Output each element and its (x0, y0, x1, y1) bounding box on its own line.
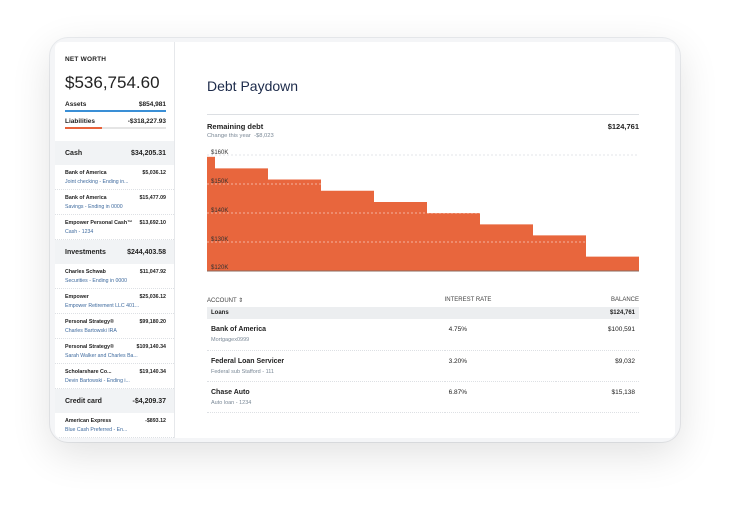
account-subtitle: Charles Bartowski IRA (65, 328, 117, 334)
account-name: Federal Loan Servicer (211, 357, 285, 365)
account-name: Empower (65, 294, 89, 300)
account-subtitle: Devin Bartowski - Ending i... (65, 378, 130, 384)
liabilities-bar (65, 127, 166, 129)
account-value: $109,140.34 (136, 344, 166, 350)
liabilities-label: Liabilities (65, 118, 95, 125)
net-worth-value: $536,754.60 (65, 73, 160, 92)
account-value: $25,036.12 (139, 294, 166, 300)
account-subtitle: Mortgagex0999 (211, 337, 250, 343)
account-value: $5,036.12 (142, 170, 166, 176)
account-subtitle: Sarah Walker and Charles Ba... (65, 353, 138, 359)
account-subtitle: Savings - Ending in 0000 (65, 204, 123, 210)
remaining-debt-value: $124,761 (607, 122, 639, 131)
col-balance: BALANCE (610, 297, 639, 303)
y-tick-label: $120K (211, 265, 228, 271)
assets-bar (65, 110, 166, 112)
change-this-year: Change this year -$8,023 (207, 133, 639, 139)
account-subtitle: Auto loan - 1234 (211, 399, 252, 406)
y-tick-label: $150K (211, 179, 228, 185)
balance: $15,138 (555, 381, 639, 413)
change-label: Change this year (207, 133, 251, 139)
account-groups: Cash $34,205.31 Bank of America $5,036.12 Jo… (55, 141, 174, 438)
group-header[interactable]: Cash $34,205.31 (55, 141, 174, 165)
sidebar: NET WORTH $536,754.60 Assets $854,981 Lia… (55, 42, 175, 438)
y-tick-label: $130K (211, 237, 228, 243)
liabilities-value: -$318,227.93 (127, 118, 166, 125)
debt-table: ACCOUNT ⇕ INTEREST RATE BALANCE Loans $124,… (207, 293, 639, 413)
account-name: American Express (65, 418, 112, 424)
account-item[interactable]: Bank of America $5,036.12 Joint checking -… (55, 165, 174, 190)
group-name: Loans (207, 307, 445, 319)
account-name: Empower Personal Cash™ (65, 220, 133, 226)
account-subtitle: Securities - Ending in 0000 (65, 278, 127, 284)
debt-chart: $160K $150K $140K $130K $120K (207, 150, 639, 272)
y-tick-label: $160K (211, 150, 228, 156)
account-value: $99,180.20 (139, 319, 166, 325)
account-subtitle: Federal sub Stafford - 111 (211, 368, 274, 375)
assets-row[interactable]: Assets $854,981 (65, 101, 166, 110)
col-account[interactable]: ACCOUNT ⇕ (207, 297, 244, 304)
group-name: Cash (65, 149, 83, 157)
account-item[interactable]: Personal Strategy® $99,180.20 Charles Bart… (55, 314, 174, 339)
account-item[interactable]: Bank of America $15,477.09 Savings - Endin… (55, 190, 174, 215)
net-worth-summary: NET WORTH $536,754.60 Assets $854,981 Lia… (55, 42, 174, 141)
group-name: Credit card (65, 397, 102, 405)
interest-rate: 3.20% (444, 350, 556, 382)
group-header[interactable]: Credit card -$4,209.37 (55, 389, 174, 413)
page-title: Debt Paydown (207, 78, 299, 94)
interest-rate: 6.87% (444, 381, 556, 413)
main-panel: Debt Paydown Remaining debt $124,761 Chan… (175, 42, 675, 438)
account-item[interactable]: American Express -$893.12 Blue Cash Prefer… (55, 413, 174, 438)
account-value: $15,477.09 (139, 195, 166, 201)
account-value: -$893.12 (145, 418, 166, 424)
table-row[interactable]: Bank of America Mortgagex0999 4.75% $100,59… (207, 319, 639, 351)
col-interest-rate: INTEREST RATE (444, 297, 492, 303)
interest-rate: 4.75% (444, 319, 556, 351)
liabilities-row[interactable]: Liabilities -$318,227.93 (65, 118, 166, 127)
balance: $100,591 (555, 319, 639, 351)
account-name: Bank of America (211, 326, 266, 333)
debt-area (207, 157, 639, 271)
remaining-debt-header: Remaining debt $124,761 (207, 122, 639, 131)
group-name: Investments (65, 248, 106, 256)
table-row[interactable]: Chase Auto Auto loan - 1234 6.87% $15,138 (207, 381, 639, 413)
account-value: $19,140.34 (139, 369, 166, 375)
app-screen: NET WORTH $536,754.60 Assets $854,981 Lia… (55, 42, 675, 438)
group-total: $244,403.58 (127, 248, 166, 256)
y-tick-label: $140K (211, 208, 228, 214)
account-name: Personal Strategy® (65, 319, 114, 325)
change-value: -$8,023 (254, 133, 274, 139)
account-name: Chase Auto (211, 388, 250, 396)
group-total: -$4,209.37 (132, 397, 166, 405)
net-worth-label: NET WORTH (65, 56, 107, 63)
group-total: $124,761 (555, 307, 639, 319)
account-value: $13,692.10 (139, 220, 166, 226)
account-name: Scholarshare Co... (65, 369, 112, 375)
account-name: Bank of America (65, 195, 107, 201)
account-item[interactable]: Personal Strategy® $109,140.34 Sarah Walke… (55, 339, 174, 364)
group-total: $34,205.31 (130, 149, 166, 157)
group-header[interactable]: Investments $244,403.58 (55, 240, 174, 264)
assets-value: $854,981 (138, 101, 166, 108)
account-subtitle: Joint checking - Ending in... (65, 179, 129, 185)
account-name: Bank of America (65, 170, 107, 176)
account-name: Charles Schwab (65, 269, 106, 275)
account-value: $11,047.92 (139, 269, 166, 275)
account-subtitle: Cash - 1234 (65, 229, 94, 235)
account-name: Personal Strategy® (65, 344, 114, 350)
account-item[interactable]: Empower $25,036.12 Empower Retirement LLC … (55, 289, 174, 314)
account-subtitle: Blue Cash Preferred - En... (65, 427, 128, 433)
remaining-debt-label: Remaining debt (207, 122, 264, 131)
balance: $9,032 (555, 350, 639, 382)
assets-label: Assets (65, 101, 87, 108)
table-row[interactable]: Federal Loan Servicer Federal sub Staffor… (207, 350, 639, 382)
account-item[interactable]: Scholarshare Co... $19,140.34 Devin Bartow… (55, 364, 174, 389)
loans-group-row: Loans $124,761 (207, 307, 639, 319)
account-item[interactable]: Charles Schwab $11,047.92 Securities - End… (55, 264, 174, 289)
account-item[interactable]: Empower Personal Cash™ $13,692.10 Cash - 1… (55, 215, 174, 240)
account-subtitle: Empower Retirement LLC 401... (65, 303, 140, 309)
